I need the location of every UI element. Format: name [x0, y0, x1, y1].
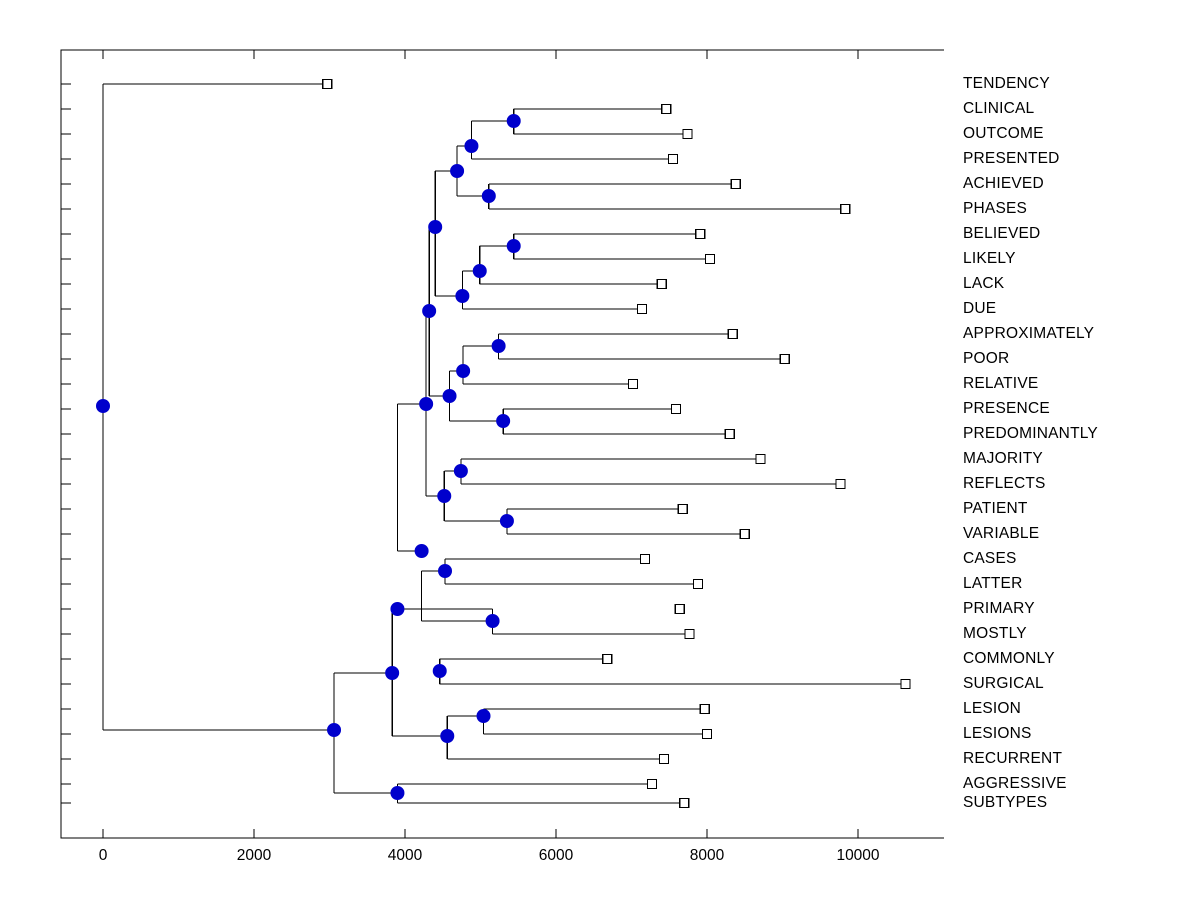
cluster-node-marker: [464, 139, 479, 153]
leaf-marker: [322, 78, 333, 90]
cluster-node-marker: [453, 464, 468, 478]
cluster-node-marker: [390, 786, 405, 800]
leaf-marker: [627, 378, 639, 390]
cluster-node-marker: [456, 364, 471, 378]
leaf-marker: [667, 153, 679, 165]
leaf-marker: [602, 653, 613, 665]
cluster-node-marker: [414, 544, 429, 558]
leaf-marker: [900, 678, 911, 690]
cluster-node-marker: [385, 666, 400, 680]
leaf-marker: [699, 703, 710, 715]
cluster-node-marker: [496, 414, 511, 428]
leaf-marker: [727, 328, 738, 340]
leaf-marker: [639, 553, 651, 565]
leaf-marker: [684, 628, 695, 640]
leaf-marker: [679, 797, 690, 809]
leaf-marker: [704, 253, 716, 265]
leaf-marker: [755, 453, 766, 465]
leaf-marker: [724, 428, 735, 440]
leaf-marker: [670, 403, 682, 415]
cluster-node-marker: [506, 114, 521, 128]
cluster-node-marker: [491, 339, 506, 353]
cluster-node-marker: [499, 514, 514, 528]
cluster-node-marker: [485, 614, 500, 628]
cluster-node-marker: [428, 220, 443, 234]
cluster-node-marker: [419, 397, 434, 411]
leaf-marker: [730, 178, 741, 190]
cluster-node-marker: [390, 602, 405, 616]
cluster-node-marker: [438, 564, 453, 578]
leaf-marker: [658, 753, 670, 765]
leaf-marker: [682, 128, 693, 140]
cluster-node-marker: [440, 729, 455, 743]
cluster-node-marker: [327, 723, 342, 737]
cluster-node-marker: [422, 304, 437, 318]
leaf-marker: [636, 303, 648, 315]
leaf-marker: [835, 478, 846, 490]
leaf-marker: [661, 103, 672, 115]
leaf-marker: [695, 228, 706, 240]
cluster-node-marker: [442, 389, 457, 403]
cluster-node-marker: [96, 399, 110, 413]
leaf-marker: [674, 603, 685, 615]
leaf-marker: [677, 503, 688, 515]
leaf-marker: [656, 278, 667, 290]
cluster-node-marker: [481, 189, 496, 203]
leaf-marker: [840, 203, 851, 215]
leaf-marker: [739, 528, 750, 540]
leaf-marker: [692, 578, 704, 590]
cluster-node-marker: [432, 664, 447, 678]
leaf-marker: [779, 353, 790, 365]
cluster-node-marker: [476, 709, 491, 723]
leaf-marker: [646, 778, 657, 790]
plot-frame: [60, 49, 944, 839]
leaf-marker: [701, 728, 713, 740]
cluster-node-marker: [472, 264, 487, 278]
cluster-node-marker: [506, 239, 521, 253]
cluster-node-marker: [455, 289, 470, 303]
cluster-node-marker: [450, 164, 465, 178]
cluster-node-marker: [437, 489, 452, 503]
